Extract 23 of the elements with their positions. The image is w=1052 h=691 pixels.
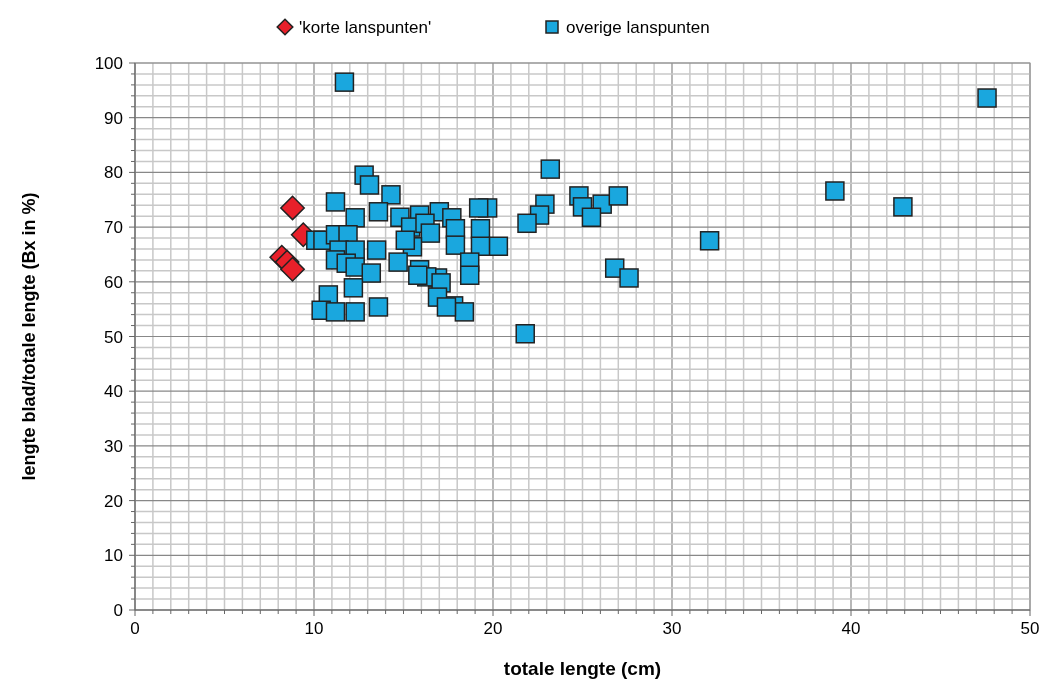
point (280, 195, 305, 221)
y-axis-title: lengte blad/totale lengte (Bx in %) (19, 192, 39, 481)
y-tick-label: 70 (104, 218, 123, 238)
y-tick-label: 0 (113, 601, 123, 620)
y-tick-label: 80 (104, 163, 123, 183)
x-tick-label: 20 (483, 619, 503, 638)
y-tick-label: 50 (104, 327, 123, 347)
y-tick-label: 90 (104, 108, 123, 128)
x-tick-label: 10 (304, 619, 324, 638)
x-tick-label: 40 (841, 619, 861, 638)
y-tick-label: 100 (94, 54, 123, 73)
x-tick-label: 50 (1020, 619, 1040, 638)
y-tick-label: 60 (104, 272, 123, 292)
legend-label: 'korte lanspunten' (299, 18, 432, 37)
y-tick-label: 10 (104, 546, 123, 566)
y-tick-label: 20 (104, 491, 123, 511)
y-tick-label: 30 (104, 436, 123, 456)
x-axis-title: totale lengte (cm) (503, 658, 662, 679)
x-tick-label: 30 (662, 619, 682, 638)
legend-label: overige lanspunten (566, 18, 710, 37)
y-tick-label: 40 (104, 382, 123, 402)
point (280, 256, 305, 282)
x-tick-label: 0 (130, 619, 140, 638)
